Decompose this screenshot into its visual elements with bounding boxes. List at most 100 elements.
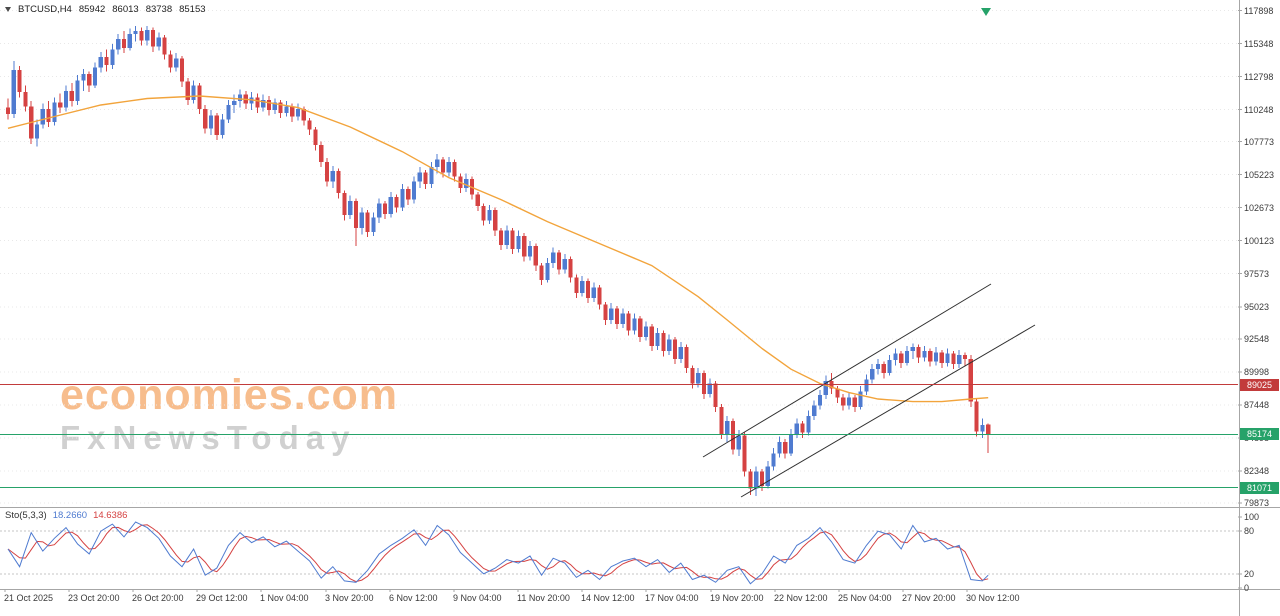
candle-up xyxy=(348,200,353,216)
candle-down xyxy=(968,358,973,402)
candle-down xyxy=(203,108,208,129)
candle-up xyxy=(110,49,115,65)
candle-down xyxy=(278,102,283,113)
price-badge: 81071 xyxy=(1240,481,1279,494)
price-tick-label: 89998 xyxy=(1244,366,1270,377)
candle-up xyxy=(591,287,596,298)
candle-up xyxy=(870,369,875,380)
candle-down xyxy=(150,29,156,47)
price-tick-label: 105223 xyxy=(1244,169,1275,180)
candle-up xyxy=(40,108,45,125)
candle-up xyxy=(232,101,237,105)
time-tick-label: 25 Nov 04:00 xyxy=(838,593,892,603)
ohlc-high: 86013 xyxy=(112,4,139,15)
candle-down xyxy=(365,212,370,232)
symbol-dropdown-icon[interactable] xyxy=(5,7,11,12)
indicator-tick-label: 0 xyxy=(1244,583,1250,593)
indicator-tick-label: 100 xyxy=(1244,512,1260,522)
candle-up xyxy=(817,395,823,406)
stoch-signal-line xyxy=(7,524,989,583)
candle-down xyxy=(783,441,788,454)
candle-up xyxy=(551,252,556,263)
candle-up xyxy=(330,171,335,182)
candle-down xyxy=(899,353,904,363)
candle-up xyxy=(429,167,434,184)
price-tick-label: 92548 xyxy=(1244,333,1270,344)
candle-down xyxy=(986,424,991,435)
candle-down xyxy=(690,367,695,384)
candle-up xyxy=(417,172,422,182)
time-tick-label: 22 Nov 12:00 xyxy=(774,593,828,603)
candle-down xyxy=(852,397,857,407)
time-tick-label: 6 Nov 12:00 xyxy=(389,593,438,603)
candle-up xyxy=(81,73,86,81)
candle-up xyxy=(643,326,649,337)
candle-down xyxy=(104,57,109,65)
candle-up xyxy=(284,106,289,113)
candle-up xyxy=(174,58,179,68)
candle-up xyxy=(63,90,69,108)
ohlc-low: 83738 xyxy=(145,4,173,15)
candle-down xyxy=(649,326,654,346)
time-tick-label: 11 Nov 20:00 xyxy=(517,593,570,603)
candle-down xyxy=(493,209,498,231)
candle-up xyxy=(957,355,962,365)
candle-down xyxy=(713,383,718,407)
candle-down xyxy=(290,106,295,117)
candle-down xyxy=(510,230,515,249)
candle-up xyxy=(794,423,799,434)
candle-down xyxy=(255,97,260,108)
candle-down xyxy=(759,471,765,486)
price-badge: 89025 xyxy=(1240,378,1279,391)
candle-up xyxy=(771,453,776,467)
candle-down xyxy=(406,189,411,200)
stoch-main-line xyxy=(7,521,989,585)
time-axis[interactable]: 21 Oct 2025 23 Oct 20:00 26 Oct 20:00 29 Oc… xyxy=(0,593,1280,613)
candle-down xyxy=(481,206,486,221)
indicator-tick-label: 20 xyxy=(1244,568,1255,579)
price-tick-label: 112798 xyxy=(1244,71,1274,82)
candle-down xyxy=(939,352,944,363)
price-tick-label: 87448 xyxy=(1244,399,1270,410)
price-tick-label: 100123 xyxy=(1244,235,1275,246)
candle-down xyxy=(353,200,359,229)
candle-down xyxy=(452,162,457,177)
candle-down xyxy=(46,108,51,122)
candle-up xyxy=(75,80,80,102)
candle-up xyxy=(823,380,828,396)
price-badge: 85174 xyxy=(1240,428,1279,441)
candle-down xyxy=(748,471,753,489)
candle-up xyxy=(272,102,277,111)
candle-up xyxy=(806,415,811,433)
time-tick-label: 9 Nov 04:00 xyxy=(453,593,502,603)
candle-up xyxy=(92,67,98,86)
time-tick-label: 19 Nov 20:00 xyxy=(710,593,764,603)
candle-down xyxy=(121,39,127,48)
candle-down xyxy=(835,388,840,398)
candle-up xyxy=(487,209,492,221)
time-tick-label: 3 Nov 20:00 xyxy=(325,593,374,603)
candle-up xyxy=(864,379,869,392)
candle-down xyxy=(5,107,11,115)
candle-down xyxy=(533,246,538,266)
candle-up xyxy=(226,105,231,120)
price-axis[interactable]: 117898 115348 112798 110248 107773 105223 1026… xyxy=(1241,0,1280,616)
price-tick-label: 102673 xyxy=(1244,202,1275,213)
candle-up xyxy=(725,421,730,434)
candle-down xyxy=(17,70,22,93)
candle-up xyxy=(464,178,469,188)
candle-down xyxy=(672,339,678,359)
candle-up xyxy=(609,308,614,320)
candle-up xyxy=(754,471,759,489)
candle-up xyxy=(893,353,898,361)
time-tick-label: 30 Nov 12:00 xyxy=(966,593,1020,603)
moving-average-line xyxy=(7,95,989,403)
candle-up xyxy=(116,39,121,50)
time-tick-label: 27 Nov 20:00 xyxy=(902,593,956,603)
candle-up xyxy=(133,31,138,34)
candle-up xyxy=(945,353,950,363)
candle-up xyxy=(887,360,892,374)
indicator-name: Sto(5,3,3) xyxy=(5,510,47,521)
